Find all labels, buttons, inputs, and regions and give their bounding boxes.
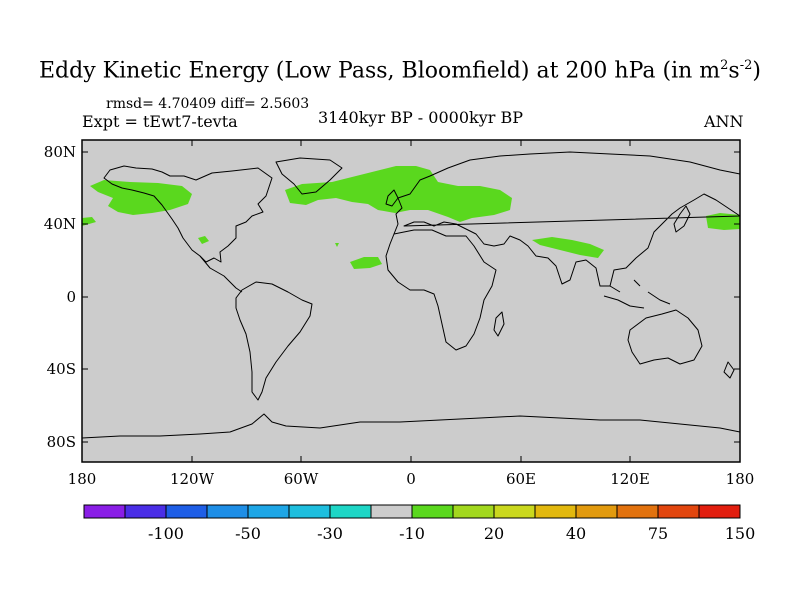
colorbar-swatch: [124, 504, 167, 519]
anomaly-patch-north-atlantic-eurasia: [285, 166, 512, 222]
anomaly-patch-western-us: [198, 236, 209, 244]
lat-label: 80S: [47, 433, 76, 451]
anomaly-patch-north-pacific-east: [706, 213, 740, 230]
lon-label: 60E: [506, 470, 536, 488]
lat-label: 40N: [44, 215, 76, 233]
colorbar-swatch: [83, 504, 126, 519]
lon-label: 60W: [284, 470, 319, 488]
colorbar-swatch: [698, 504, 741, 519]
colorbar-swatch: [288, 504, 331, 519]
colorbar-swatch: [329, 504, 372, 519]
colorbar-label: 75: [648, 524, 668, 543]
colorbar: -100 -50 -30 -10 20 40 75 150: [83, 504, 756, 543]
lat-label: 40S: [47, 360, 76, 378]
rmsd-diff-stats: rmsd= 4.70409 diff= 2.5603: [106, 96, 310, 112]
anomaly-patch-central-asia: [532, 237, 604, 258]
coastline-antarctica: [81, 413, 741, 439]
coastline-north-america: [103, 165, 273, 263]
colorbar-label: -30: [317, 524, 343, 543]
colorbar-swatch: [575, 504, 618, 519]
colorbar-label: 20: [484, 524, 504, 543]
anomaly-patch-atlantic-small: [335, 243, 339, 247]
coastline-australia: [627, 309, 703, 365]
lon-label: 120E: [610, 470, 650, 488]
anomaly-patch-north-pacific: [90, 180, 192, 215]
colorbar-label: -10: [399, 524, 425, 543]
coastline-africa: [385, 229, 497, 351]
lon-label: 180: [68, 470, 97, 488]
colorbar-swatch: [452, 504, 495, 519]
lat-label: 0: [66, 288, 76, 306]
lon-label: 120W: [170, 470, 215, 488]
lon-label: 0: [406, 470, 416, 488]
coastline-uk: [385, 189, 399, 207]
anomaly-patches: [82, 166, 740, 269]
colorbar-swatch: [616, 504, 659, 519]
colorbar-swatch: [165, 504, 208, 519]
colorbar-label: 150: [725, 524, 756, 543]
colorbar-swatch: [247, 504, 290, 519]
coastline-central-america: [199, 255, 243, 293]
period-label: 3140kyr BP - 0000kyr BP: [318, 108, 523, 127]
coastline-madagascar: [493, 311, 505, 337]
coastline-maritime-continent: [603, 279, 671, 309]
season-label: ANN: [704, 112, 744, 131]
longitude-axis: 180 120W 60W 0 60E 120E 180: [68, 140, 755, 488]
colorbar-swatch: [493, 504, 536, 519]
coastline-japan: [673, 205, 691, 233]
coastline-new-zealand: [723, 361, 735, 379]
colorbar-label: -100: [148, 524, 184, 543]
coastline-south-america: [235, 281, 313, 401]
colorbar-swatch: [534, 504, 577, 519]
colorbar-swatch: [411, 504, 454, 519]
colorbar-swatch: [657, 504, 700, 519]
colorbar-swatch: [370, 504, 413, 519]
lon-label: 180: [726, 470, 755, 488]
coastline-eurasia: [393, 151, 741, 287]
experiment-label: Expt = tEwt7-tevta: [82, 112, 238, 131]
anomaly-patch-subtropical-atlantic: [350, 257, 382, 269]
colorbar-label: -50: [235, 524, 261, 543]
colorbar-swatch: [206, 504, 249, 519]
latitude-axis: 80N 40N 0 40S 80S: [44, 143, 740, 451]
colorbar-label: 40: [566, 524, 586, 543]
coastline-greenland: [275, 157, 343, 195]
lat-label: 80N: [44, 143, 76, 161]
coastlines: [81, 151, 741, 439]
map-title: Eddy Kinetic Energy (Low Pass, Bloomfiel…: [39, 58, 761, 84]
